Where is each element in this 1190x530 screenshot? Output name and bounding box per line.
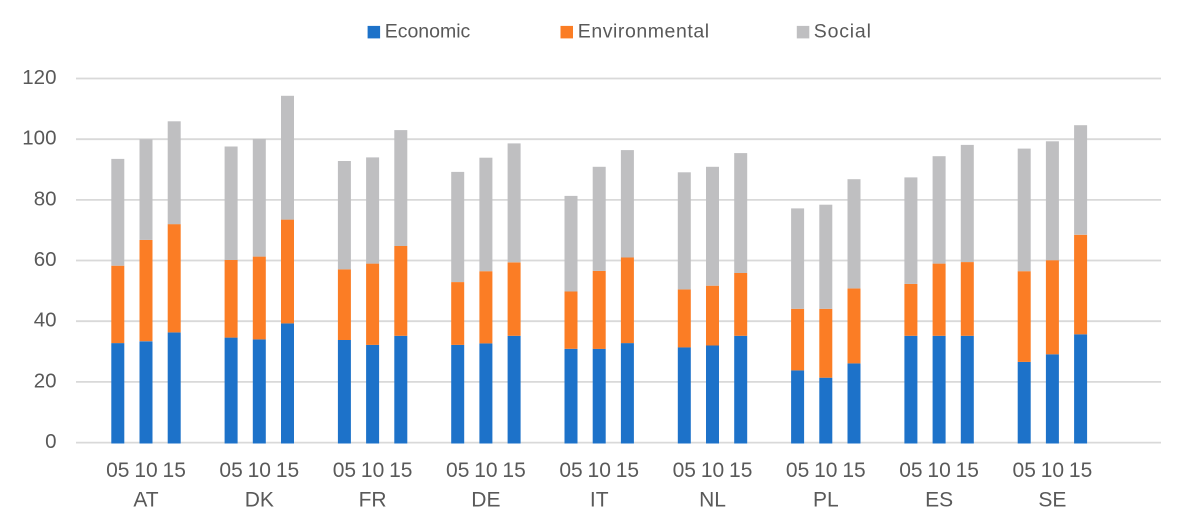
- svg-text:60: 60: [34, 248, 57, 271]
- svg-text:NL: NL: [699, 488, 726, 511]
- svg-text:15: 15: [956, 459, 979, 482]
- svg-text:Environmental: Environmental: [578, 21, 710, 43]
- svg-text:05: 05: [673, 459, 696, 482]
- svg-text:DE: DE: [471, 488, 500, 511]
- svg-text:SE: SE: [1038, 488, 1066, 511]
- svg-text:10: 10: [361, 459, 384, 482]
- svg-text:10: 10: [927, 459, 950, 482]
- svg-text:15: 15: [163, 459, 186, 482]
- svg-text:20: 20: [34, 369, 57, 392]
- svg-text:80: 80: [34, 187, 57, 210]
- svg-text:100: 100: [22, 127, 56, 150]
- svg-text:FR: FR: [359, 488, 387, 511]
- svg-text:15: 15: [842, 459, 865, 482]
- svg-text:120: 120: [22, 66, 56, 89]
- svg-text:15: 15: [729, 459, 752, 482]
- svg-text:40: 40: [34, 309, 57, 332]
- svg-text:05: 05: [559, 459, 582, 482]
- svg-text:15: 15: [1069, 459, 1092, 482]
- svg-text:15: 15: [389, 459, 412, 482]
- svg-text:10: 10: [588, 459, 611, 482]
- svg-text:15: 15: [616, 459, 639, 482]
- svg-text:05: 05: [106, 459, 129, 482]
- svg-text:AT: AT: [133, 488, 158, 511]
- svg-text:10: 10: [134, 459, 157, 482]
- svg-text:05: 05: [446, 459, 469, 482]
- svg-text:IT: IT: [590, 488, 609, 511]
- svg-text:Social: Social: [814, 21, 872, 43]
- svg-text:15: 15: [502, 459, 525, 482]
- svg-text:05: 05: [219, 459, 242, 482]
- svg-text:10: 10: [814, 459, 837, 482]
- svg-text:ES: ES: [925, 488, 953, 511]
- svg-text:10: 10: [1041, 459, 1064, 482]
- svg-text:05: 05: [899, 459, 922, 482]
- svg-text:05: 05: [333, 459, 356, 482]
- svg-text:Economic: Economic: [385, 21, 471, 43]
- svg-text:10: 10: [701, 459, 724, 482]
- svg-text:DK: DK: [245, 488, 274, 511]
- svg-text:0: 0: [45, 430, 56, 453]
- svg-text:05: 05: [786, 459, 809, 482]
- svg-text:05: 05: [1013, 459, 1036, 482]
- svg-text:PL: PL: [813, 488, 839, 511]
- svg-text:10: 10: [248, 459, 271, 482]
- svg-text:15: 15: [276, 459, 299, 482]
- svg-text:10: 10: [474, 459, 497, 482]
